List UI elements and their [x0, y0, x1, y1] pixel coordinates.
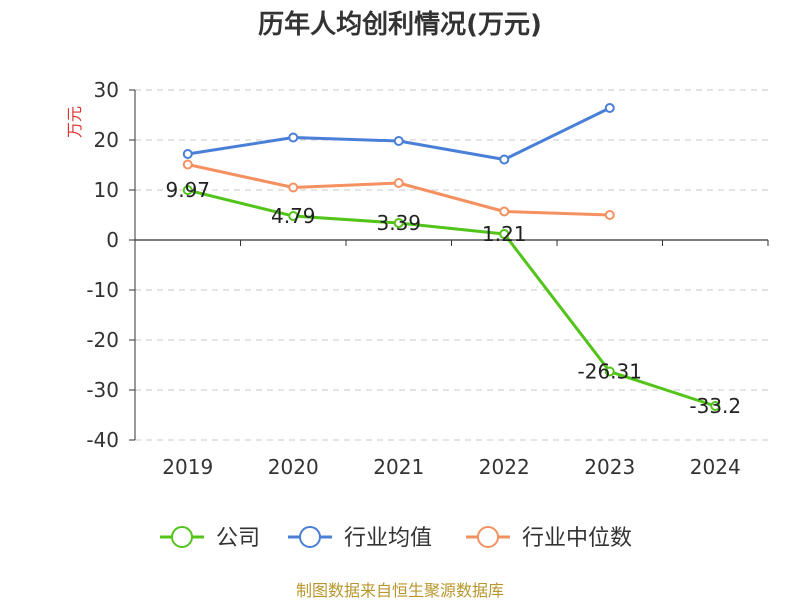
- y-tick-label: 30: [94, 78, 119, 102]
- series-point-0: [499, 228, 510, 239]
- series-line-0: [187, 188, 716, 408]
- legend-marker: [477, 526, 499, 548]
- series-point-2: [288, 182, 299, 193]
- y-tick-label: 20: [94, 128, 119, 152]
- series-point-1: [182, 149, 193, 159]
- legend-marker: [171, 526, 193, 548]
- data-label: -26.31: [578, 360, 642, 384]
- x-tick-label: 2019: [162, 455, 213, 479]
- data-label: 1.21: [482, 222, 527, 246]
- legend-label: 行业均值: [344, 526, 432, 551]
- series-point-1: [393, 136, 404, 146]
- axes: [129, 89, 769, 441]
- series-group: [182, 103, 721, 411]
- legend-label: 行业中位数: [522, 526, 632, 551]
- series-point-1: [499, 154, 510, 165]
- y-axis-label: 万元: [65, 106, 84, 138]
- legend-label: 公司: [216, 526, 260, 551]
- y-tick-label: 10: [94, 178, 119, 202]
- series-point-0: [288, 211, 299, 222]
- y-tick-label: -20: [86, 328, 119, 352]
- x-tick-label: 2024: [690, 455, 741, 479]
- series-point-2: [393, 178, 404, 188]
- series-point-0: [710, 401, 721, 411]
- series-point-1: [288, 132, 299, 143]
- legend-marker: [299, 526, 321, 548]
- data-labels: 9.97 4.79 3.39 1.21 -26.31 -33.2: [165, 178, 741, 418]
- data-label: 9.97: [165, 178, 210, 202]
- x-tick-label: 2021: [373, 455, 424, 479]
- y-tick-label: -30: [86, 378, 119, 402]
- series-line-1: [187, 106, 611, 161]
- y-tick-label: 0: [106, 228, 119, 252]
- series-point-0: [393, 218, 404, 229]
- x-axis-ticks: 2019 2020 2021 2022 2023 2024: [162, 455, 740, 479]
- series-point-0: [182, 185, 193, 196]
- y-tick-label: -40: [86, 428, 119, 452]
- x-tick-label: 2023: [584, 455, 635, 479]
- series-point-2: [182, 159, 193, 170]
- series-point-1: [604, 103, 615, 113]
- series-point-0: [604, 366, 615, 377]
- series-point-2: [499, 206, 510, 217]
- legend: 公司 行业均值 行业中位数: [160, 526, 632, 551]
- data-label: 4.79: [271, 204, 316, 228]
- y-tick-label: -10: [86, 278, 119, 302]
- data-label: -33.2: [689, 394, 741, 418]
- data-source-note: 制图数据来自恒生聚源数据库: [296, 581, 504, 600]
- y-axis-ticks: 30 20 10 0 -10 -20 -30 -40: [86, 78, 119, 452]
- data-label: 3.39: [376, 211, 421, 235]
- grid-lines: [135, 89, 768, 441]
- chart-title: 历年人均创利情况(万元): [258, 9, 542, 40]
- x-tick-label: 2020: [268, 455, 319, 479]
- x-tick-label: 2022: [479, 455, 530, 479]
- series-point-2: [604, 210, 615, 220]
